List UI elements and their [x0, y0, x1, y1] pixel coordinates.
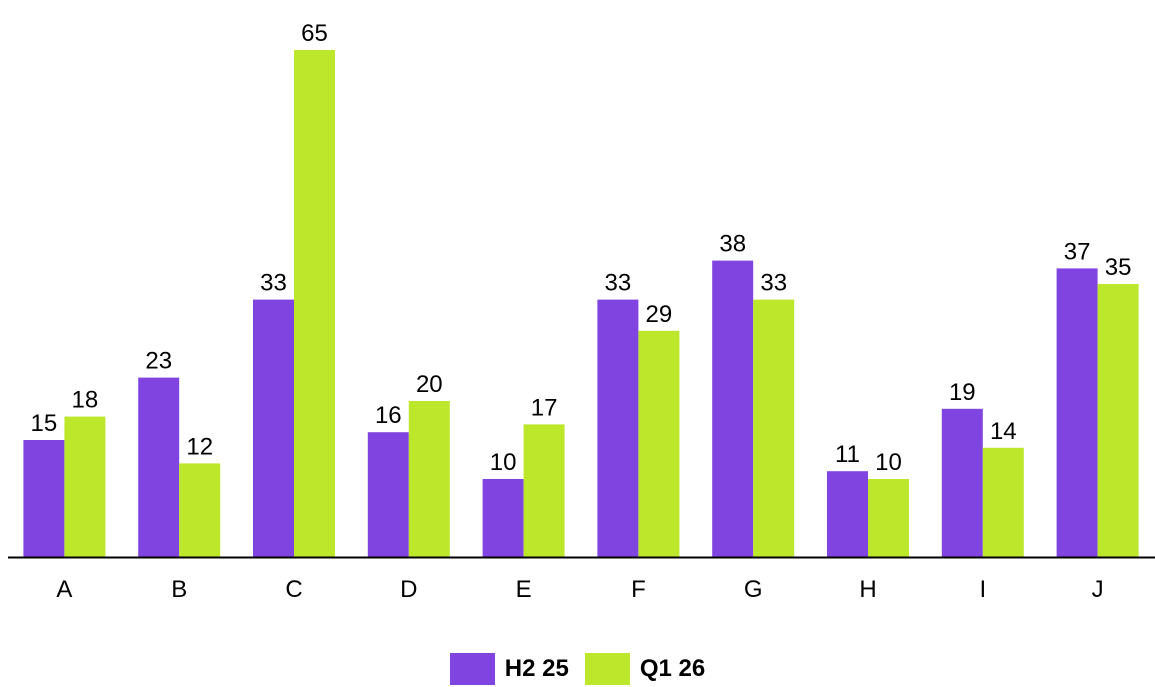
bar-d-series-2: [408, 401, 450, 557]
x-tick-label-d: D: [400, 576, 417, 603]
value-label-d-series-2: 20: [416, 371, 443, 398]
legend-swatch-series-1: [449, 653, 495, 685]
legend-label-series-1: H2 25: [504, 655, 569, 682]
x-tick-label-e: E: [516, 576, 532, 603]
bar-h-series-2: [868, 479, 909, 557]
value-label-h-series-2: 10: [875, 449, 902, 476]
bar-c-series-2: [294, 50, 335, 557]
x-tick-label-h: H: [859, 576, 876, 603]
value-labels-group: 15 18 23 12 33 65 16 20 10 17 33 29 38 33 11 10 19 14 37 35: [31, 20, 1132, 476]
bars-group: [23, 50, 1139, 557]
value-label-d-series-1: 16: [375, 402, 402, 429]
x-tick-label-b: B: [171, 576, 187, 603]
legend-item-series-2: Q1 26: [584, 653, 706, 685]
x-tick-label-i: I: [979, 576, 986, 603]
value-label-g-series-1: 38: [719, 231, 746, 258]
x-tick-labels-group: A B C D E F G H I J: [56, 576, 1103, 603]
bar-a-series-1: [23, 440, 65, 557]
value-label-a-series-2: 18: [72, 387, 99, 414]
bar-f-series-1: [597, 299, 639, 557]
bar-g-series-1: [712, 260, 754, 557]
bar-a-series-2: [64, 416, 106, 557]
legend-item-series-1: H2 25: [449, 653, 569, 685]
x-tick-label-c: C: [285, 576, 302, 603]
legend-swatch-series-2: [584, 653, 630, 685]
bar-e-series-2: [523, 424, 565, 557]
value-label-i-series-1: 19: [949, 379, 976, 406]
value-label-j-series-2: 35: [1105, 254, 1132, 281]
value-label-b-series-1: 23: [145, 348, 172, 375]
value-label-e-series-2: 17: [531, 394, 558, 421]
value-label-j-series-1: 37: [1064, 238, 1091, 265]
value-label-f-series-2: 29: [646, 301, 673, 328]
bar-c-series-1: [253, 299, 294, 557]
value-label-a-series-1: 15: [31, 410, 58, 437]
bar-f-series-2: [638, 330, 680, 557]
value-label-e-series-1: 10: [490, 449, 517, 476]
bar-h-series-1: [827, 471, 868, 557]
x-tick-label-j: J: [1092, 576, 1104, 603]
value-label-f-series-1: 33: [605, 270, 632, 297]
bar-b-series-1: [138, 377, 180, 557]
legend-label-series-2: Q1 26: [639, 655, 706, 682]
legend: H2 25 Q1 26: [0, 653, 1155, 685]
x-tick-label-g: G: [744, 576, 763, 603]
value-label-g-series-2: 33: [760, 270, 787, 297]
bar-j-series-1: [1056, 268, 1098, 557]
bar-b-series-2: [179, 463, 221, 557]
bar-d-series-1: [367, 432, 409, 557]
value-label-c-series-2: 65: [301, 20, 328, 47]
value-label-c-series-1: 33: [260, 270, 287, 297]
value-label-h-series-1: 11: [835, 441, 860, 468]
bar-j-series-2: [1097, 284, 1139, 557]
bar-i-series-2: [982, 447, 1024, 557]
bar-g-series-2: [753, 299, 795, 557]
value-label-b-series-2: 12: [186, 433, 213, 460]
bar-e-series-1: [482, 479, 524, 557]
x-tick-label-f: F: [631, 576, 646, 603]
x-tick-label-a: A: [56, 576, 72, 603]
value-label-i-series-2: 14: [990, 418, 1017, 445]
bar-i-series-1: [941, 408, 983, 557]
